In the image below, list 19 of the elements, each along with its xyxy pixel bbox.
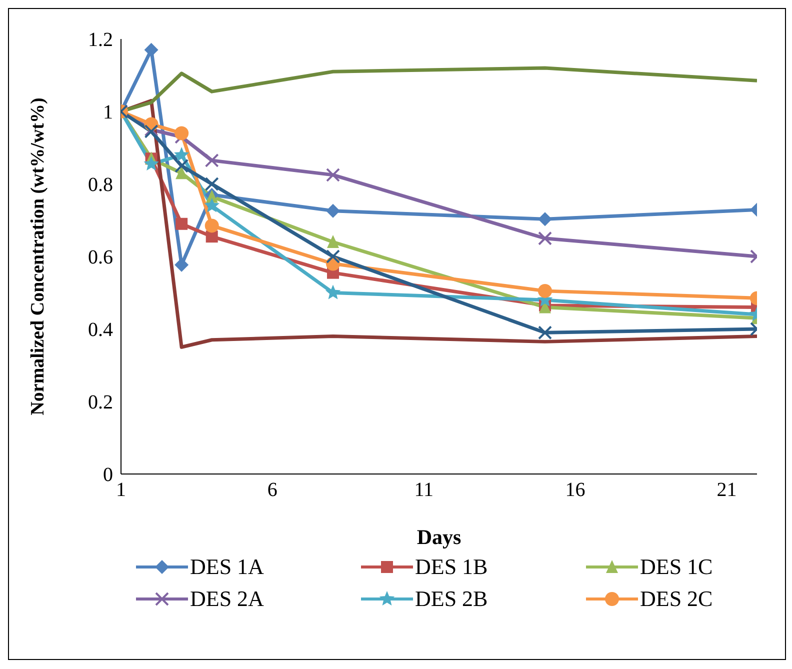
x-tick-label: 16 bbox=[565, 479, 586, 502]
x-tick-label: 21 bbox=[716, 479, 737, 502]
y-tick-label: 0.8 bbox=[88, 174, 113, 196]
y-tick-label: 0.4 bbox=[88, 319, 113, 342]
x-tick-label: 11 bbox=[414, 479, 434, 502]
legend-label: DES 2A bbox=[190, 586, 264, 612]
y-axis-title: Normalized Concentration (wt%/wt%) bbox=[28, 98, 49, 416]
y-tick-label: 1.2 bbox=[88, 29, 113, 52]
legend-label: DES 2C bbox=[640, 586, 713, 612]
y-tick-label: 0.2 bbox=[88, 392, 113, 414]
x-axis-title: Days bbox=[416, 525, 462, 549]
legend-label: DES 1B bbox=[415, 554, 488, 580]
y-tick-label: 1 bbox=[103, 102, 113, 124]
x-tick-label: 6 bbox=[267, 479, 278, 502]
y-tick-label: 0 bbox=[103, 464, 113, 486]
legend-label: DES 2B bbox=[415, 586, 488, 612]
legend-label: DES 1A bbox=[190, 554, 264, 580]
legend-label: DES 1C bbox=[640, 554, 713, 580]
y-tick-label: 0.6 bbox=[88, 246, 113, 269]
